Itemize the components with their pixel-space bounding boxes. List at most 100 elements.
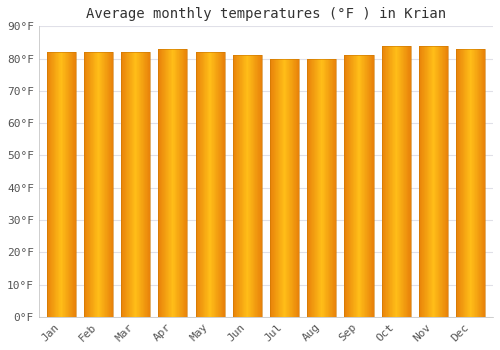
Bar: [217, 52, 218, 317]
Bar: [478, 49, 479, 317]
Bar: [196, 52, 224, 317]
Bar: [251, 55, 252, 317]
Bar: [71, 52, 72, 317]
Bar: [158, 49, 188, 317]
Bar: [124, 52, 125, 317]
Bar: [435, 46, 436, 317]
Bar: [271, 58, 272, 317]
Bar: [363, 55, 364, 317]
Bar: [168, 49, 169, 317]
Bar: [402, 46, 403, 317]
Bar: [310, 58, 312, 317]
Bar: [181, 49, 182, 317]
Bar: [284, 58, 285, 317]
Bar: [294, 58, 295, 317]
Bar: [90, 52, 91, 317]
Bar: [276, 58, 277, 317]
Bar: [62, 52, 63, 317]
Bar: [347, 55, 348, 317]
Bar: [429, 46, 430, 317]
Bar: [467, 49, 468, 317]
Bar: [405, 46, 406, 317]
Bar: [461, 49, 462, 317]
Bar: [237, 55, 238, 317]
Bar: [458, 49, 459, 317]
Bar: [409, 46, 410, 317]
Bar: [427, 46, 428, 317]
Bar: [348, 55, 349, 317]
Bar: [274, 58, 276, 317]
Bar: [56, 52, 57, 317]
Bar: [437, 46, 438, 317]
Bar: [170, 49, 171, 317]
Bar: [196, 52, 198, 317]
Bar: [67, 52, 68, 317]
Bar: [243, 55, 244, 317]
Bar: [240, 55, 241, 317]
Bar: [205, 52, 206, 317]
Bar: [425, 46, 426, 317]
Bar: [126, 52, 127, 317]
Bar: [443, 46, 444, 317]
Bar: [160, 49, 161, 317]
Bar: [372, 55, 373, 317]
Bar: [220, 52, 221, 317]
Bar: [123, 52, 124, 317]
Bar: [184, 49, 185, 317]
Bar: [166, 49, 167, 317]
Bar: [70, 52, 71, 317]
Bar: [404, 46, 405, 317]
Bar: [457, 49, 458, 317]
Bar: [358, 55, 359, 317]
Bar: [122, 52, 123, 317]
Bar: [364, 55, 365, 317]
Bar: [216, 52, 217, 317]
Bar: [63, 52, 64, 317]
Bar: [212, 52, 213, 317]
Bar: [460, 49, 461, 317]
Bar: [464, 49, 465, 317]
Bar: [49, 52, 50, 317]
Bar: [128, 52, 129, 317]
Bar: [256, 55, 257, 317]
Bar: [159, 49, 160, 317]
Bar: [317, 58, 318, 317]
Bar: [319, 58, 320, 317]
Bar: [254, 55, 255, 317]
Bar: [287, 58, 288, 317]
Bar: [270, 58, 271, 317]
Bar: [258, 55, 259, 317]
Bar: [74, 52, 75, 317]
Bar: [52, 52, 53, 317]
Bar: [53, 52, 54, 317]
Bar: [110, 52, 111, 317]
Bar: [298, 58, 299, 317]
Bar: [444, 46, 445, 317]
Bar: [162, 49, 163, 317]
Bar: [349, 55, 350, 317]
Bar: [96, 52, 97, 317]
Bar: [186, 49, 187, 317]
Bar: [483, 49, 484, 317]
Bar: [121, 52, 122, 317]
Bar: [85, 52, 86, 317]
Bar: [373, 55, 374, 317]
Bar: [382, 46, 383, 317]
Bar: [175, 49, 176, 317]
Bar: [371, 55, 372, 317]
Bar: [200, 52, 201, 317]
Bar: [438, 46, 440, 317]
Bar: [204, 52, 205, 317]
Bar: [253, 55, 254, 317]
Bar: [145, 52, 146, 317]
Bar: [476, 49, 477, 317]
Bar: [125, 52, 126, 317]
Bar: [207, 52, 208, 317]
Bar: [61, 52, 62, 317]
Bar: [245, 55, 246, 317]
Bar: [174, 49, 175, 317]
Bar: [390, 46, 391, 317]
Bar: [334, 58, 335, 317]
Bar: [177, 49, 178, 317]
Bar: [428, 46, 429, 317]
